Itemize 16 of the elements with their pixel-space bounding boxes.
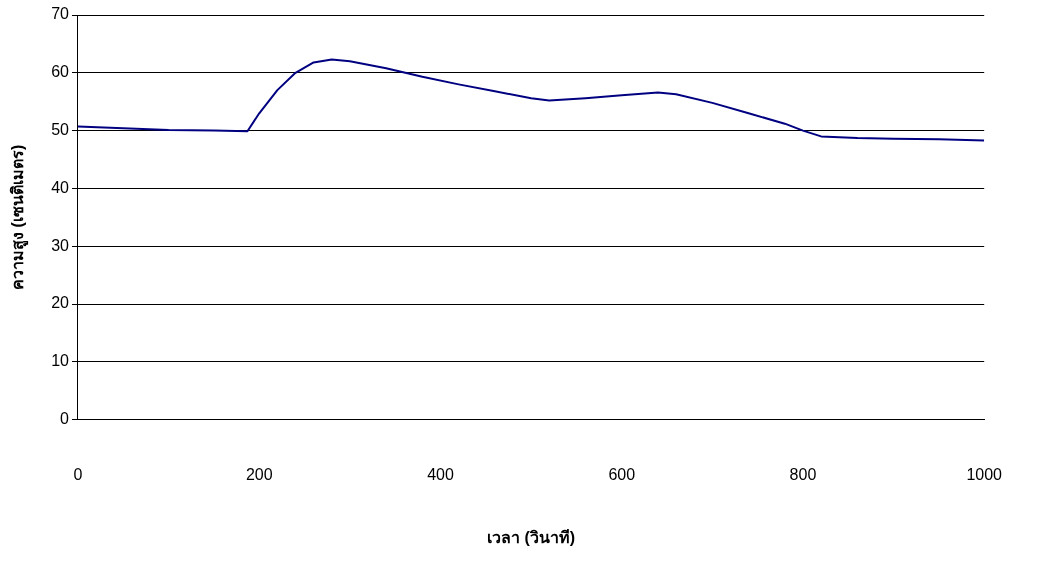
y-tick-label: 40	[51, 178, 70, 196]
y-tick-label: 0	[60, 410, 70, 428]
x-tick-label: 800	[789, 465, 817, 483]
x-tick-label: 200	[245, 465, 273, 483]
x-tick-label: 1000	[966, 465, 1003, 483]
y-tick-label: 70	[51, 5, 70, 23]
x-tick-label: 0	[73, 465, 83, 483]
y-tick-label: 30	[51, 236, 70, 254]
x-axis-title: เวลา (วินาที)	[487, 527, 576, 546]
y-tick-label: 10	[51, 352, 70, 370]
y-tick-label: 60	[51, 63, 70, 81]
y-tick-label: 50	[51, 121, 70, 139]
x-tick-label: 400	[427, 465, 454, 483]
x-tick-label: 600	[608, 465, 636, 483]
y-axis-title: ความสูง (เซนติเมตร)	[9, 144, 30, 290]
y-tick-label: 20	[51, 294, 70, 312]
